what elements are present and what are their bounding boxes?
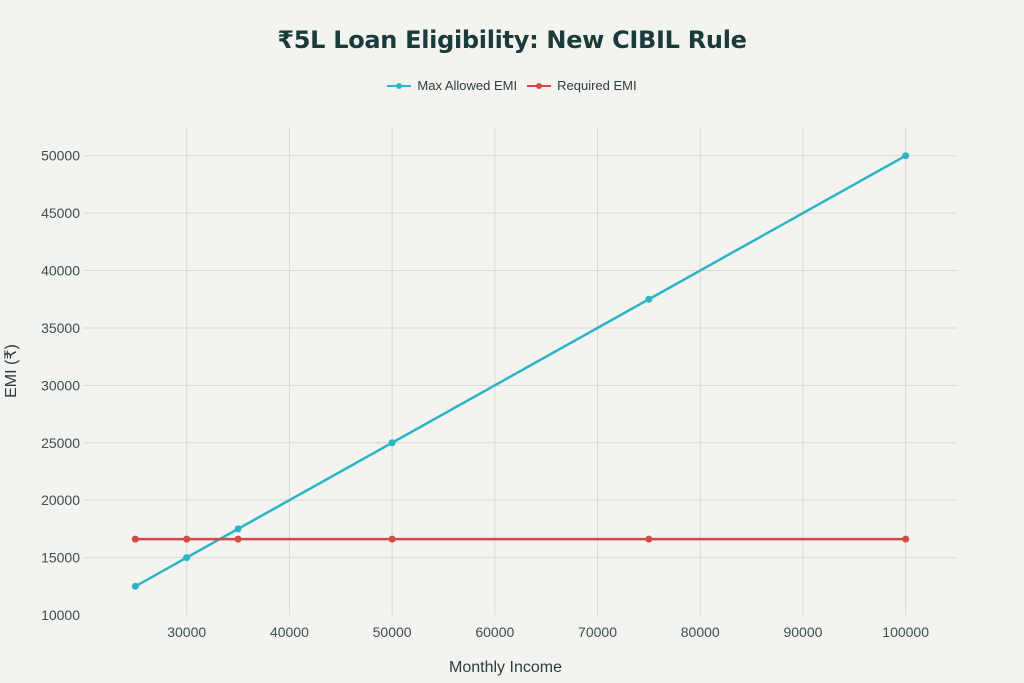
data-point-required-emi (902, 535, 910, 543)
chart-title: ₹5L Loan Eligibility: New CIBIL Rule (277, 26, 747, 54)
x-tick-label: 70000 (578, 624, 617, 640)
y-tick-label: 30000 (41, 377, 80, 393)
data-point-max-allowed-emi (183, 554, 191, 562)
y-tick-label: 35000 (41, 320, 80, 336)
legend-item-required-emi[interactable]: Required EMI (527, 78, 637, 93)
data-point-max-allowed-emi (131, 582, 139, 590)
data-point-required-emi (388, 535, 396, 543)
data-point-max-allowed-emi (388, 439, 396, 447)
data-point-required-emi (234, 535, 242, 543)
x-tick-label: 30000 (167, 624, 206, 640)
x-tick-label: 40000 (270, 624, 309, 640)
legend-item-max-allowed-emi[interactable]: Max Allowed EMI (387, 78, 517, 93)
legend-label-required-emi: Required EMI (557, 78, 637, 93)
data-point-required-emi (131, 535, 139, 543)
y-tick-label: 40000 (41, 263, 80, 279)
legend-swatch-max-allowed-emi (387, 80, 412, 92)
series-line-max-allowed-emi (134, 154, 907, 588)
data-point-max-allowed-emi (902, 152, 910, 160)
y-tick-label: 45000 (41, 205, 80, 221)
data-point-required-emi (645, 535, 653, 543)
data-point-required-emi (183, 535, 191, 543)
x-tick-label: 100000 (882, 624, 929, 640)
y-axis-title: EMI (₹) (3, 344, 20, 398)
x-axis-title: Monthly Income (449, 659, 562, 676)
gridlines (84, 127, 957, 615)
y-tick-label: 20000 (41, 492, 80, 508)
legend-label-max-allowed-emi: Max Allowed EMI (417, 78, 518, 93)
data-point-max-allowed-emi (645, 295, 653, 303)
y-tick-label: 15000 (41, 550, 80, 566)
y-tick-label: 50000 (41, 148, 80, 164)
legend: Max Allowed EMI Required EMI (0, 78, 1024, 93)
data-point-max-allowed-emi (234, 525, 242, 533)
x-tick-label: 60000 (475, 624, 514, 640)
x-tick-label: 50000 (373, 624, 412, 640)
y-tick-label: 25000 (41, 435, 80, 451)
legend-swatch-required-emi (527, 80, 552, 92)
x-tick-label: 80000 (681, 624, 720, 640)
x-tick-label: 90000 (783, 624, 822, 640)
y-tick-label: 10000 (41, 607, 80, 623)
